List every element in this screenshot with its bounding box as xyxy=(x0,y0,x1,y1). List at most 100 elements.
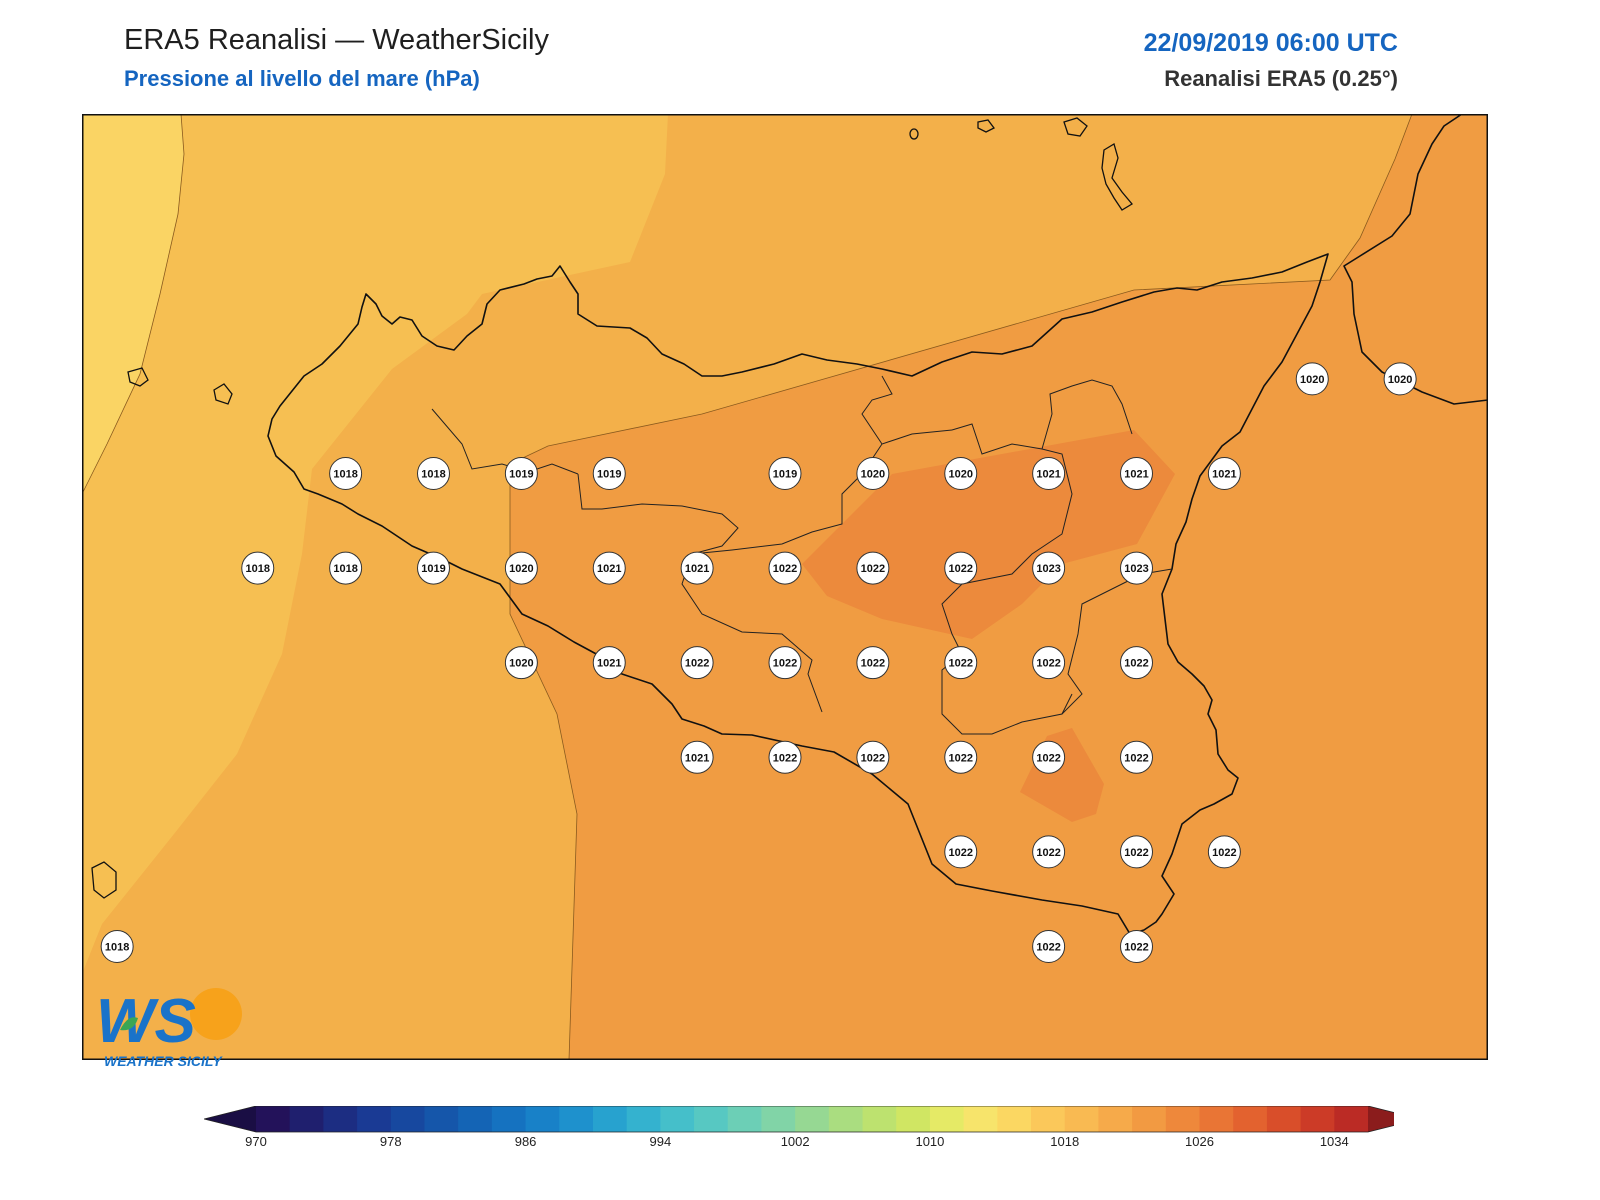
marker-circle xyxy=(329,551,363,585)
marker-value: 1022 xyxy=(773,563,797,575)
pressure-map: 1020 1020 1018 1018 1019 1019 1019 1020 1020 1021… xyxy=(82,114,1488,1060)
marker-circle xyxy=(1207,456,1241,490)
pressure-marker: 1022 xyxy=(1120,646,1153,680)
marker-value: 1021 xyxy=(685,563,709,575)
isobar-1020 xyxy=(509,114,1413,1060)
marker-value: 1022 xyxy=(1124,941,1148,953)
colorbar-tick-label: 1026 xyxy=(1185,1134,1214,1148)
marker-value: 1022 xyxy=(1124,752,1148,764)
logo-letters: WS xyxy=(96,987,196,1056)
pressure-marker: 1022 xyxy=(1120,835,1153,869)
colorbar-block xyxy=(1165,1106,1201,1132)
colorbar-block xyxy=(1199,1106,1234,1132)
colorbar-block xyxy=(694,1106,729,1132)
pressure-marker: 1022 xyxy=(1032,740,1066,774)
marker-value: 1021 xyxy=(597,658,621,670)
colorbar-under-arrow xyxy=(204,1106,256,1132)
marker-value: 1022 xyxy=(1036,941,1060,953)
marker-value: 1023 xyxy=(1124,563,1148,575)
island-favignana xyxy=(127,367,149,387)
pressure-marker: 1019 xyxy=(417,551,450,585)
pressure-marker: 1021 xyxy=(1207,456,1241,490)
marker-value: 1018 xyxy=(246,563,270,575)
colorbar-outline xyxy=(204,1106,1394,1133)
marker-circle xyxy=(504,646,538,680)
colorbar-block xyxy=(559,1106,594,1132)
colorbar-tick-label: 986 xyxy=(515,1134,537,1148)
marker-value: 1022 xyxy=(685,658,709,670)
band-1018-1020 xyxy=(82,114,668,974)
admin-border-3 xyxy=(691,429,953,555)
colorbar-block xyxy=(357,1106,392,1132)
valid-datetime: 22/09/2019 06:00 UTC xyxy=(1143,29,1398,57)
pressure-marker: 1020 xyxy=(504,646,538,680)
marker-circle xyxy=(1383,362,1417,396)
marker-value: 1020 xyxy=(949,468,973,480)
marker-circle xyxy=(1207,835,1241,869)
marker-value: 1020 xyxy=(509,563,533,575)
admin-border-2 xyxy=(577,473,823,713)
admin-border-1 xyxy=(431,408,579,475)
marker-value: 1021 xyxy=(597,563,621,575)
pressure-marker: 1023 xyxy=(1120,551,1153,585)
marker-circle xyxy=(504,551,538,585)
marker-value: 1022 xyxy=(949,752,973,764)
colorbar-block xyxy=(660,1106,695,1132)
pressure-marker: 1020 xyxy=(1295,362,1329,396)
marker-circle xyxy=(680,646,714,680)
map-title: ERA5 Reanalisi — WeatherSicily xyxy=(124,24,549,56)
colorbar-block xyxy=(390,1106,425,1132)
marker-circle xyxy=(417,456,450,490)
pressure-marker: 1022 xyxy=(1032,929,1066,963)
pressure-marker: 1022 xyxy=(856,740,890,774)
island-pantelleria xyxy=(91,861,117,899)
pressure-marker: 1022 xyxy=(1032,835,1066,869)
pressure-marker: 1021 xyxy=(592,551,626,585)
pressure-marker: 1020 xyxy=(856,456,890,490)
marker-circle xyxy=(592,646,626,680)
pressure-marker: 1022 xyxy=(944,551,978,585)
marker-value: 1022 xyxy=(861,658,885,670)
pressure-marker: 1021 xyxy=(680,740,714,774)
admin-border-7 xyxy=(1041,379,1133,450)
colorbar-block xyxy=(761,1106,796,1132)
colorbar-block xyxy=(1266,1106,1302,1132)
marker-value: 1018 xyxy=(105,941,129,953)
pressure-marker: 1018 xyxy=(100,929,134,963)
marker-value: 1020 xyxy=(861,468,885,480)
pressure-marker: 1021 xyxy=(1120,456,1153,490)
colorbar-block xyxy=(626,1106,661,1132)
marker-circle xyxy=(1295,362,1329,396)
marker-circle xyxy=(1032,740,1066,774)
marker-value: 1023 xyxy=(1036,563,1060,575)
colorbar-block xyxy=(592,1106,628,1132)
colorbar-block xyxy=(963,1106,998,1132)
marker-value: 1022 xyxy=(949,563,973,575)
marker-circle xyxy=(329,456,363,490)
marker-circle xyxy=(1032,646,1066,680)
marker-circle xyxy=(1032,929,1066,963)
marker-circle xyxy=(768,456,802,490)
marker-value: 1021 xyxy=(1036,468,1060,480)
marker-value: 1022 xyxy=(861,752,885,764)
colorbar-block xyxy=(1233,1106,1268,1132)
band-1016-1018 xyxy=(82,114,184,494)
island-salina xyxy=(1063,117,1088,137)
colorbar-block xyxy=(1031,1106,1066,1132)
marker-circle xyxy=(944,551,978,585)
colorbar-tick-label: 970 xyxy=(245,1134,267,1148)
marker-circle xyxy=(1120,835,1153,869)
colorbar-block xyxy=(525,1106,560,1132)
admin-border-4 xyxy=(861,375,893,445)
marker-value: 1022 xyxy=(773,658,797,670)
marker-circle xyxy=(1120,456,1153,490)
colorbar-block xyxy=(458,1106,493,1132)
colorbar-tick-label: 994 xyxy=(650,1134,672,1148)
pressure-marker: 1019 xyxy=(768,456,802,490)
marker-circle xyxy=(944,456,978,490)
marker-circle xyxy=(768,646,802,680)
pressure-marker: 1018 xyxy=(241,551,275,585)
pressure-marker: 1022 xyxy=(680,646,714,680)
colorbar-blocks xyxy=(204,1106,1394,1133)
colorbar-block xyxy=(727,1106,762,1132)
